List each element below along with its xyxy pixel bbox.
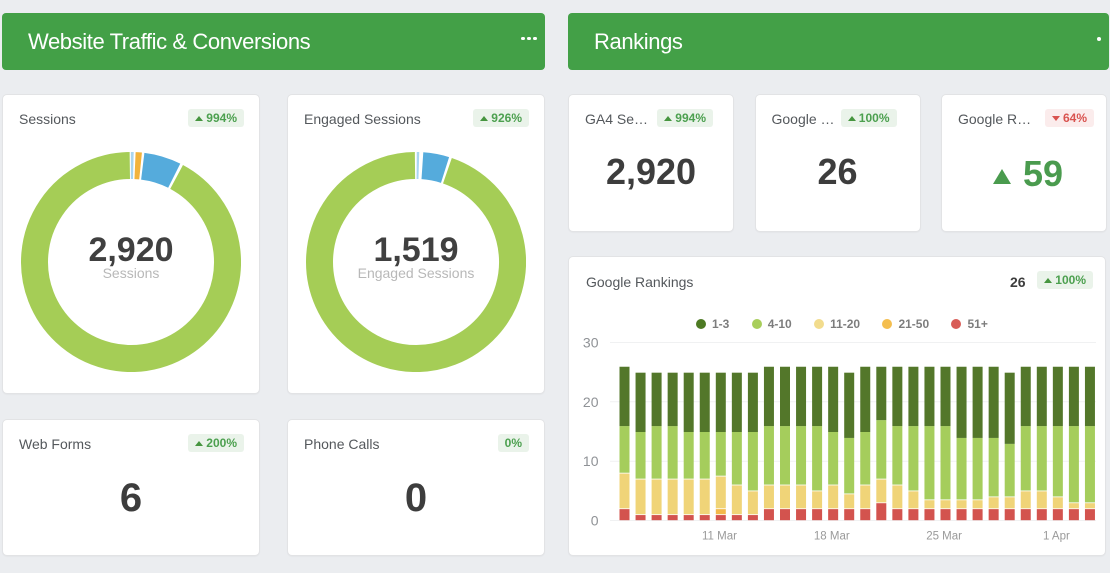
svg-text:1 Apr: 1 Apr	[1043, 531, 1070, 543]
svg-text:25 Mar: 25 Mar	[926, 531, 962, 543]
svg-text:18 Mar: 18 Mar	[814, 531, 850, 543]
svg-text:11 Mar: 11 Mar	[702, 531, 737, 543]
svg-text:30: 30	[583, 335, 599, 351]
svg-text:20: 20	[583, 394, 599, 410]
svg-text:10: 10	[583, 453, 599, 469]
svg-text:0: 0	[591, 513, 599, 529]
